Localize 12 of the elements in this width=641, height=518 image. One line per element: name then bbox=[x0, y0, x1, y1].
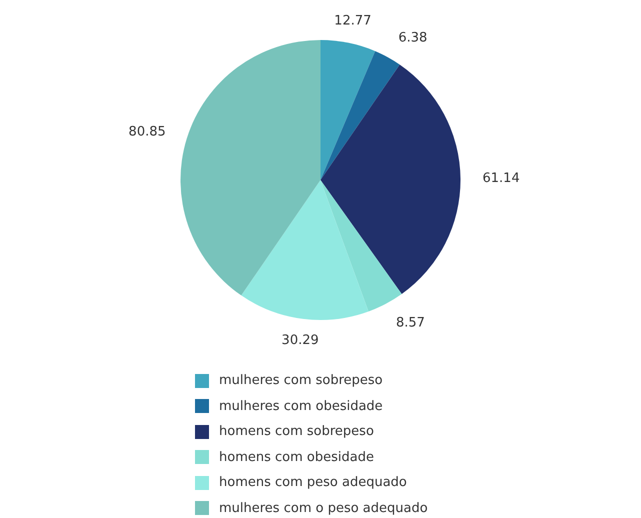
legend-label: mulheres com sobrepeso bbox=[219, 373, 383, 388]
data-label: 80.85 bbox=[128, 124, 166, 140]
legend-label: mulheres com o peso adequado bbox=[219, 500, 428, 516]
data-label: 6.38 bbox=[398, 30, 428, 46]
legend-label: homens com sobrepeso bbox=[219, 424, 374, 440]
data-label: 12.77 bbox=[334, 14, 372, 29]
legend-label: homens com obesidade bbox=[219, 450, 374, 465]
legend-label: mulheres com obesidade bbox=[219, 398, 383, 414]
data-label: 61.14 bbox=[482, 170, 520, 186]
data-label: 8.57 bbox=[396, 316, 425, 331]
legend-label: homens com peso adequado bbox=[219, 475, 407, 490]
data-label: 30.29 bbox=[282, 333, 319, 348]
